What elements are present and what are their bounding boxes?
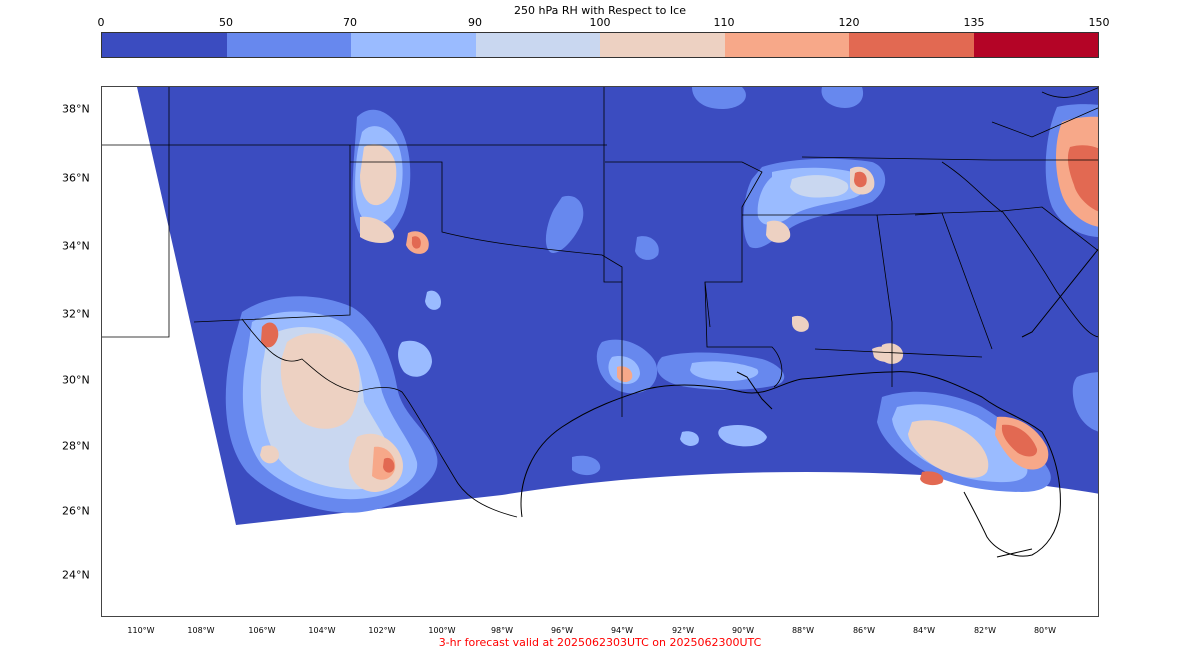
moisture-scattered (260, 87, 1098, 476)
moisture-louisiana (596, 315, 897, 394)
moisture-panhandle (352, 109, 429, 254)
colorbar-tick: 110 (713, 16, 735, 29)
lon-label: 106°W (248, 626, 276, 635)
colorbar-title: 250 hPa RH with Respect to Ice (514, 4, 686, 17)
lon-label: 80°W (1033, 626, 1057, 635)
lon-label: 110°W (127, 626, 155, 635)
lon-label: 88°W (791, 626, 815, 635)
moisture-carolinas (1045, 104, 1098, 237)
colorbar-tick: 50 (219, 16, 233, 29)
lat-label: 34°N (62, 239, 90, 253)
colorbar-tick: 120 (838, 16, 860, 29)
lon-label: 98°W (490, 626, 514, 635)
lon-label: 82°W (973, 626, 997, 635)
lon-label: 96°W (550, 626, 574, 635)
colorbar-bin (351, 33, 476, 57)
colorbar-tick: 150 (1088, 16, 1110, 29)
colorbar (101, 32, 1099, 58)
colorbar-tick: 135 (963, 16, 985, 29)
lat-label: 38°N (62, 102, 90, 116)
lon-label: 102°W (368, 626, 396, 635)
forecast-caption: 3-hr forecast valid at 2025062303UTC on … (438, 636, 762, 649)
colorbar-tick: 70 (343, 16, 357, 29)
lat-label: 26°N (62, 504, 90, 518)
colorbar-bin (724, 33, 849, 57)
moisture-mississippi (743, 158, 886, 249)
colorbar-bin (973, 33, 1098, 57)
lat-label: 24°N (62, 568, 90, 582)
lon-label: 86°W (852, 626, 876, 635)
map-panel (101, 86, 1099, 617)
lon-label: 90°W (731, 626, 755, 635)
lon-label: 100°W (428, 626, 456, 635)
lat-label: 30°N (62, 373, 90, 387)
colorbar-bin (226, 33, 351, 57)
lat-label: 28°N (62, 439, 90, 453)
colorbar-tick: 90 (468, 16, 482, 29)
moisture-florida (877, 343, 1051, 492)
lat-label: 32°N (62, 307, 90, 321)
lat-label: 36°N (62, 171, 90, 185)
lon-label: 104°W (308, 626, 336, 635)
colorbar-tick: 0 (97, 16, 105, 29)
coastline (520, 248, 1098, 558)
lon-label: 92°W (671, 626, 695, 635)
rh-map (102, 87, 1098, 558)
colorbar-bin (600, 33, 725, 57)
colorbar-tick: 100 (589, 16, 611, 29)
colorbar-bin (849, 33, 974, 57)
lon-label: 94°W (610, 626, 634, 635)
colorbar-bin (102, 33, 227, 57)
lon-label: 84°W (912, 626, 936, 635)
moisture-west-texas (225, 296, 438, 513)
colorbar-bin (475, 33, 600, 57)
lon-label: 108°W (187, 626, 215, 635)
boundaries (102, 87, 1098, 518)
